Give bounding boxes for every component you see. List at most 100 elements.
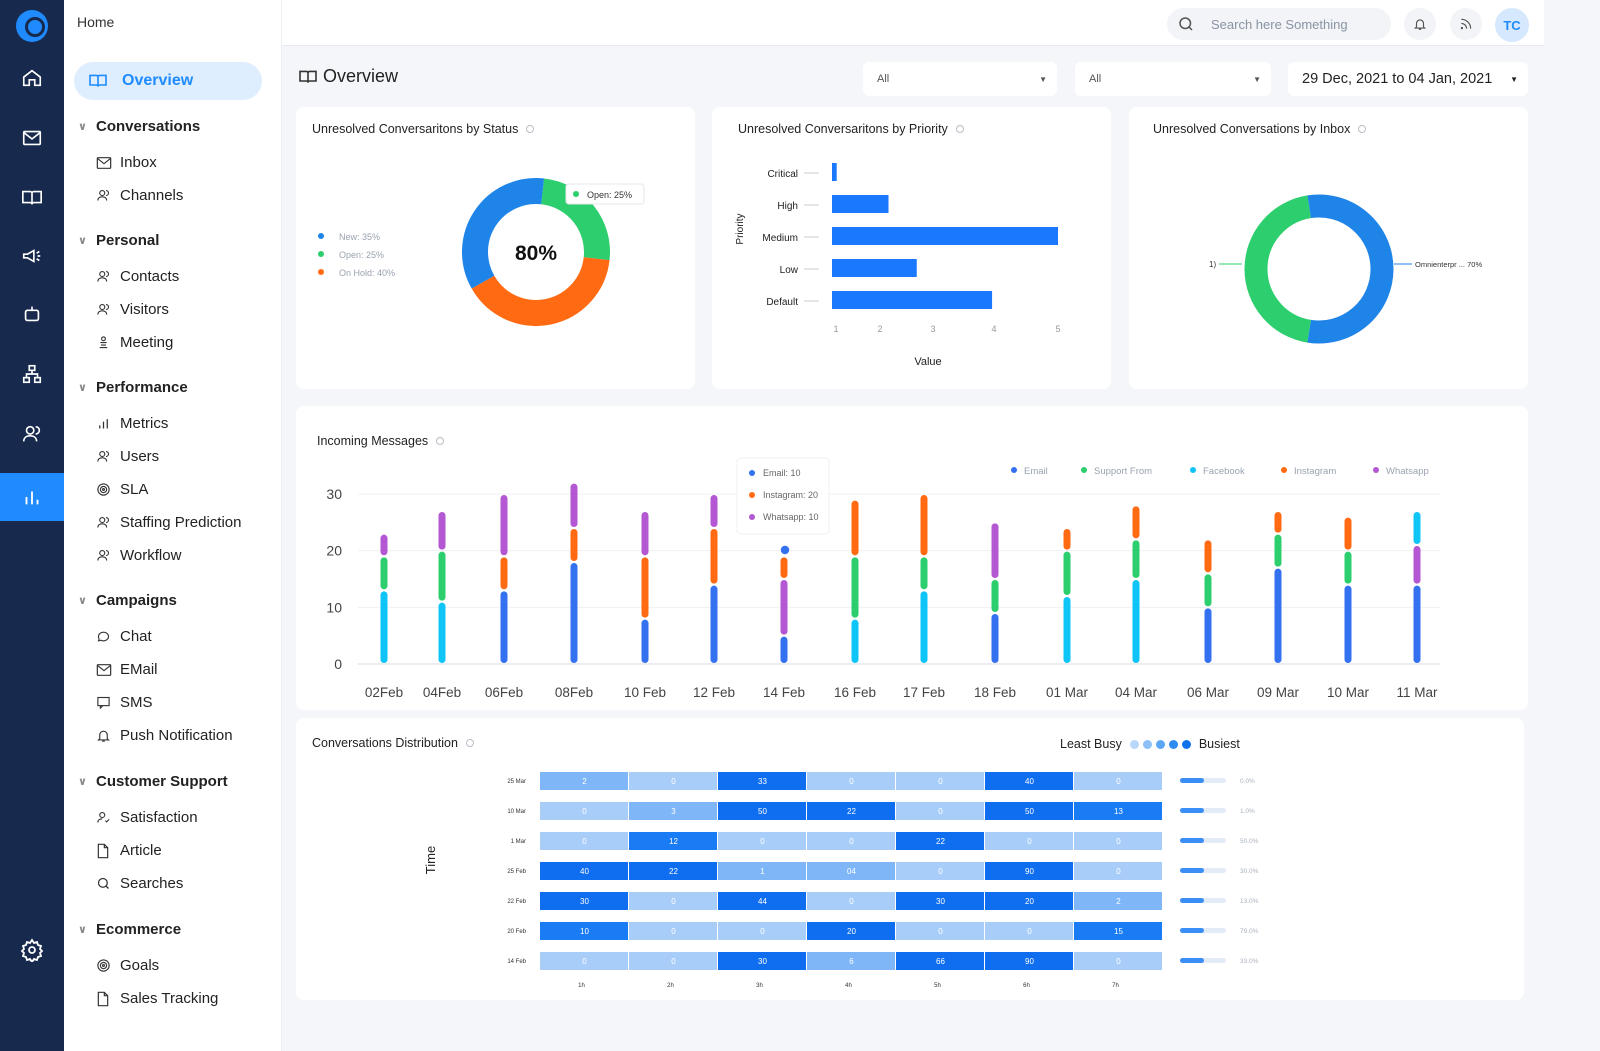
sidebar-section-ecommerce[interactable]: ∨ Ecommerce	[78, 921, 181, 938]
heat-cell-value: 3	[671, 807, 676, 816]
info-icon[interactable]	[526, 125, 535, 133]
tooltip-label: Instagram: 20	[763, 490, 818, 500]
sidebar-item-article[interactable]: Article	[96, 842, 162, 859]
sidebar-section-customer-support[interactable]: ∨ Customer Support	[78, 773, 228, 790]
megaphone-icon[interactable]	[0, 232, 64, 280]
robot-icon[interactable]	[0, 290, 64, 338]
heat-cell-value: 0	[582, 957, 587, 966]
sidebar-item-goals[interactable]: Goals	[96, 957, 159, 974]
sidebar-item-users[interactable]: Users	[96, 448, 159, 465]
legend-dot	[318, 251, 324, 257]
bar-stack-11mar	[1413, 512, 1421, 663]
heat-cell-value: 66	[936, 957, 945, 966]
info-icon[interactable]	[436, 437, 445, 445]
sidebar-item-staffing-prediction[interactable]: Staffing Prediction	[96, 514, 241, 531]
users-icon	[96, 188, 120, 203]
legend-label: Facebook	[1203, 466, 1245, 477]
breadcrumb[interactable]: Home	[77, 14, 115, 30]
x-tick-label: 11 Mar	[1396, 685, 1438, 700]
mail-icon	[96, 663, 120, 677]
sidebar-item-email[interactable]: EMail	[96, 661, 158, 678]
chevron-down-icon: ∨	[78, 776, 87, 788]
sidebar-item-channels[interactable]: Channels	[96, 187, 183, 204]
heat-cell	[896, 952, 984, 970]
bar-stack-17feb	[920, 495, 928, 663]
mail-icon[interactable]	[0, 114, 64, 162]
sidebar-item-satisfaction[interactable]: Satisfaction	[96, 809, 198, 826]
filter-select-2[interactable]: All ▼	[1075, 62, 1271, 96]
heat-cell-value: 0	[671, 777, 676, 786]
sidebar-item-meeting[interactable]: Meeting	[96, 334, 173, 351]
bar-segment	[710, 585, 718, 663]
sidebar-item-sms[interactable]: SMS	[96, 694, 153, 711]
chevron-down-icon: ∨	[78, 121, 87, 133]
sidebar-section-performance[interactable]: ∨ Performance	[78, 379, 188, 396]
sidebar-section-conversations[interactable]: ∨ Conversations	[78, 118, 200, 135]
sidebar-item-overview[interactable]: Overview	[74, 62, 262, 100]
x-tick-label: 10 Mar	[1327, 685, 1370, 700]
bar-segment	[380, 557, 388, 590]
bar-segment	[641, 619, 649, 663]
col-label: 4h	[845, 983, 852, 989]
sidebar-item-searches[interactable]: Searches	[96, 875, 183, 892]
heat-cell-value: 0	[582, 837, 587, 846]
bar-segment	[920, 557, 928, 590]
chart-icon[interactable]	[0, 473, 64, 521]
bar-segment	[780, 580, 788, 635]
legend-label: Instagram	[1294, 466, 1336, 477]
bar-stack-10mar	[1344, 517, 1352, 663]
bell-icon[interactable]	[1404, 8, 1436, 40]
sidebar-item-metrics[interactable]: Metrics	[96, 415, 168, 432]
app-logo[interactable]	[16, 10, 48, 42]
heat-cell-value: 30	[758, 957, 767, 966]
search-icon	[96, 876, 120, 891]
section-label: Customer Support	[96, 773, 228, 790]
search-input[interactable]: Search here Something	[1167, 8, 1391, 40]
sidebar-item-visitors[interactable]: Visitors	[96, 301, 169, 318]
home-icon[interactable]	[0, 54, 64, 102]
sidebar: Home Overview ∨ Conversations Inbox Channel…	[64, 0, 282, 1051]
tooltip-label: Open: 25%	[587, 190, 632, 200]
row-progress-fill	[1180, 928, 1204, 933]
rss-icon[interactable]	[1450, 8, 1482, 40]
date-range-value: 29 Dec, 2021 to 04 Jan, 2021	[1302, 71, 1493, 87]
sidebar-item-label: EMail	[120, 661, 158, 678]
sidebar-item-push-notification[interactable]: Push Notification	[96, 727, 233, 744]
legend-dots	[1128, 739, 1193, 749]
sidebar-item-sla[interactable]: SLA	[96, 481, 148, 498]
sidebar-section-personal[interactable]: ∨ Personal	[78, 232, 159, 249]
bar-low	[832, 259, 917, 277]
chart-title: Unresolved Conversaritons by Status	[312, 122, 535, 136]
sidebar-item-label: Sales Tracking	[120, 990, 219, 1007]
sidebar-item-workflow[interactable]: Workflow	[96, 547, 181, 564]
heat-cell	[896, 802, 984, 820]
legend-label: Whatsapp	[1386, 466, 1429, 477]
sidebar-item-inbox[interactable]: Inbox	[96, 154, 157, 171]
info-icon[interactable]	[1358, 125, 1367, 133]
sidebar-section-campaigns[interactable]: ∨ Campaigns	[78, 592, 177, 609]
sitemap-icon[interactable]	[0, 350, 64, 398]
settings-icon[interactable]	[0, 926, 64, 974]
users-icon[interactable]	[0, 410, 64, 458]
row-percent: 33.0%	[1240, 958, 1259, 965]
target-icon	[96, 482, 120, 497]
incoming-messages-chart: 0 10 20 30 02Feb 04Feb 06Feb 08Feb 10 Feb 12 Feb 1…	[326, 457, 1440, 700]
info-icon[interactable]	[465, 739, 474, 747]
heat-cell	[718, 952, 806, 970]
book-icon[interactable]	[0, 174, 64, 222]
bar-stack-06feb	[500, 495, 508, 663]
avatar[interactable]: TC	[1495, 8, 1529, 42]
chart-title: Unresolved Conversaritons by Priority	[738, 122, 964, 136]
col-label: 5h	[934, 983, 941, 989]
legend-dot	[1281, 467, 1287, 473]
bar-segment	[570, 483, 578, 527]
date-range-select[interactable]: 29 Dec, 2021 to 04 Jan, 2021 ▼	[1288, 62, 1528, 96]
sidebar-item-contacts[interactable]: Contacts	[96, 268, 179, 285]
sidebar-item-sales-tracking[interactable]: Sales Tracking	[96, 990, 218, 1007]
filter-select-1[interactable]: All ▼	[863, 62, 1057, 96]
bar-segment	[1274, 534, 1282, 567]
chevron-down-icon: ∨	[78, 595, 87, 607]
info-icon[interactable]	[955, 125, 964, 133]
heat-cell	[718, 772, 806, 790]
sidebar-item-chat[interactable]: Chat	[96, 628, 152, 645]
